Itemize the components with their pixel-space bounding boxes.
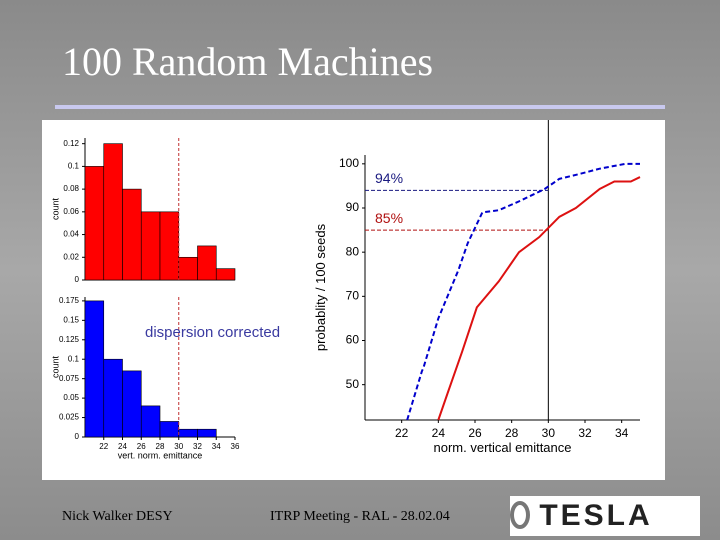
y-tick-label: 0.05 xyxy=(63,393,79,402)
reference-label: 94% xyxy=(375,170,403,186)
bar xyxy=(103,143,123,281)
bar xyxy=(103,358,123,438)
x-axis-label: vert. norm. emittance xyxy=(118,451,203,461)
y-tick-label: 0.02 xyxy=(63,252,79,261)
bar xyxy=(140,405,161,438)
bar xyxy=(159,421,180,438)
y-tick-label: 0 xyxy=(75,275,80,284)
y-tick-label: 60 xyxy=(346,333,360,347)
logo: TESLA xyxy=(539,499,652,532)
reference-label: 85% xyxy=(375,210,403,226)
series-line xyxy=(437,176,641,421)
bar xyxy=(122,188,142,281)
bar xyxy=(197,245,217,281)
bar xyxy=(84,166,105,281)
y-axis-label: count xyxy=(51,355,61,378)
y-tick-label: 70 xyxy=(346,289,360,303)
x-tick-label: 26 xyxy=(137,442,146,451)
y-tick-label: 0.08 xyxy=(63,184,79,193)
y-tick-label: 100 xyxy=(339,156,359,170)
y-tick-label: 0.025 xyxy=(59,413,80,422)
x-tick-label: 34 xyxy=(615,426,629,440)
y-tick-label: 0.1 xyxy=(68,162,80,171)
footer-author: Nick Walker DESY xyxy=(62,509,173,524)
x-tick-label: 30 xyxy=(174,442,183,451)
annotation: dispersion corrected xyxy=(145,324,280,341)
logo-swoosh xyxy=(510,501,530,529)
x-tick-label: 22 xyxy=(99,442,108,451)
series-line xyxy=(406,162,640,421)
x-tick-label: 24 xyxy=(432,426,446,440)
bar xyxy=(140,211,161,281)
bar xyxy=(159,211,180,281)
y-tick-label: 50 xyxy=(346,377,360,391)
x-tick-label: 28 xyxy=(505,426,519,440)
y-tick-label: 0.1 xyxy=(68,354,80,363)
y-tick-label: 0 xyxy=(75,432,80,441)
footer-meeting: ITRP Meeting - RAL - 28.02.04 xyxy=(270,509,450,524)
y-axis-label: probablity / 100 seeds xyxy=(313,223,328,351)
bar xyxy=(84,300,105,438)
x-tick-label: 34 xyxy=(212,442,221,451)
x-tick-label: 22 xyxy=(395,426,409,440)
y-tick-label: 0.075 xyxy=(59,374,80,383)
x-tick-label: 30 xyxy=(542,426,556,440)
logo-box xyxy=(510,496,700,536)
slide-title: 100 Random Machines xyxy=(62,39,433,84)
bar xyxy=(197,428,217,438)
x-tick-label: 36 xyxy=(231,442,240,451)
y-axis-label: count xyxy=(51,197,61,220)
y-tick-label: 0.125 xyxy=(59,335,80,344)
y-tick-label: 0.15 xyxy=(63,315,79,324)
bar xyxy=(215,268,236,281)
charts: 0 0.02 0.04 0.06 0.08 0.1 0.12 count 0 0.025 0.05 0… xyxy=(51,120,641,461)
y-tick-label: 90 xyxy=(346,200,360,214)
y-tick-label: 0.12 xyxy=(63,139,79,148)
x-tick-label: 32 xyxy=(578,426,592,440)
x-tick-label: 26 xyxy=(468,426,482,440)
x-tick-label: 32 xyxy=(193,442,202,451)
y-tick-label: 0.04 xyxy=(63,230,79,239)
bar xyxy=(178,428,198,438)
y-tick-label: 80 xyxy=(346,244,360,258)
x-tick-label: 28 xyxy=(156,442,165,451)
bar xyxy=(178,256,198,281)
y-tick-label: 0.175 xyxy=(59,296,80,305)
x-axis-label: norm. vertical emittance xyxy=(434,440,572,455)
bar xyxy=(122,370,142,438)
y-tick-label: 0.06 xyxy=(63,207,79,216)
x-tick-label: 24 xyxy=(118,442,127,451)
